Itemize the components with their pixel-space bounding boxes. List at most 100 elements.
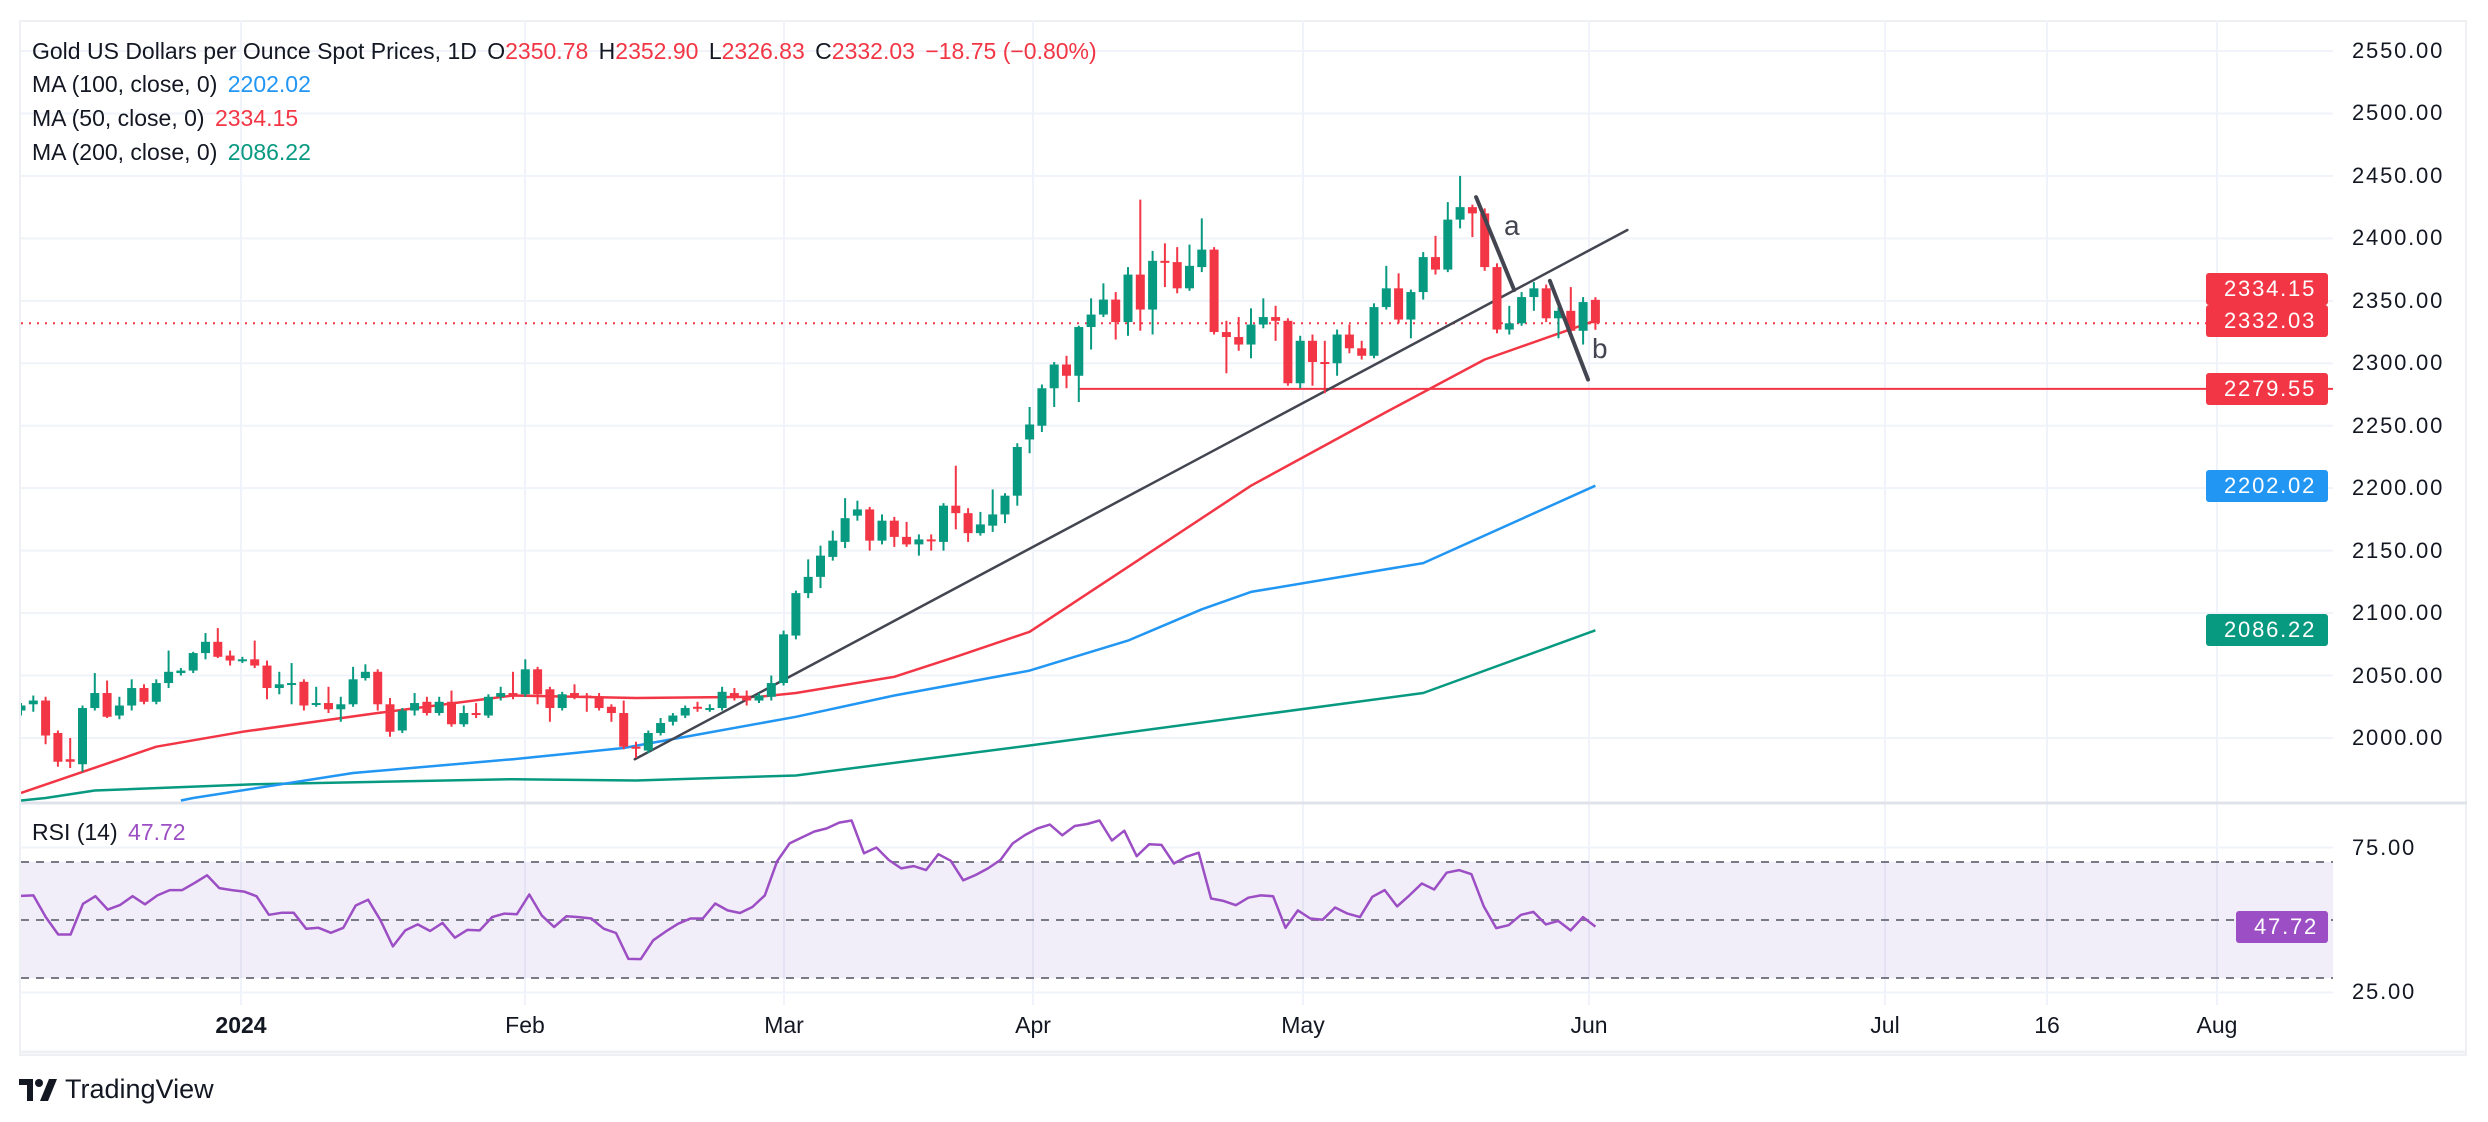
- candle-body: [889, 520, 899, 537]
- candle-body: [1258, 317, 1268, 325]
- candle-body: [114, 705, 124, 716]
- candle-body: [299, 681, 309, 706]
- ma100-legend[interactable]: MA (100, close, 0) 2202.02: [32, 70, 315, 98]
- candle-body: [828, 540, 838, 557]
- candle-body: [1308, 340, 1317, 363]
- candle: [877, 514, 887, 545]
- candle: [360, 664, 370, 681]
- candle: [348, 666, 358, 707]
- candle-body: [225, 655, 235, 661]
- candle-body: [422, 701, 432, 714]
- rsi-legend[interactable]: RSI (14) 47.72: [32, 818, 190, 846]
- candle-body: [570, 693, 579, 696]
- time-axis-label: Aug: [2196, 1012, 2238, 1038]
- candle: [90, 673, 100, 711]
- ma50-legend[interactable]: MA (50, close, 0) 2334.15: [32, 104, 302, 132]
- candle-body: [1431, 257, 1440, 270]
- price-pane: [21, 175, 2333, 802]
- candle: [988, 489, 998, 532]
- candle-body: [705, 708, 715, 711]
- ma200-label: MA (200, close, 0): [32, 139, 218, 165]
- candle: [729, 688, 739, 701]
- candle: [1369, 303, 1379, 359]
- candle: [250, 640, 260, 669]
- ma50-line: [21, 319, 1596, 795]
- candle: [1590, 297, 1600, 330]
- candle-body: [1504, 323, 1514, 330]
- candle: [151, 679, 161, 705]
- open-value: 2350.78: [505, 38, 589, 64]
- close-value: 2332.03: [831, 38, 915, 64]
- candle: [1406, 289, 1416, 339]
- candle: [1308, 334, 1317, 386]
- candle-body: [151, 683, 161, 702]
- candle-body: [754, 695, 764, 701]
- candle: [975, 511, 985, 536]
- candle-body: [1086, 314, 1096, 328]
- ma200-value: 2086.22: [227, 139, 311, 165]
- candle-body: [508, 693, 518, 696]
- candle: [508, 671, 518, 700]
- candle: [311, 686, 321, 707]
- candle-body: [865, 509, 875, 541]
- candle: [1209, 247, 1219, 335]
- rsi-value-badge: 47.72: [2236, 911, 2328, 943]
- candle-body: [459, 713, 469, 725]
- candle-body: [90, 693, 100, 709]
- price-axis-label: 2400.00: [2352, 225, 2445, 251]
- candle-body: [729, 693, 739, 699]
- candle-body: [373, 671, 383, 705]
- candle: [434, 696, 444, 716]
- candle-body: [102, 693, 112, 717]
- candle-body: [447, 701, 456, 725]
- candle: [459, 705, 469, 727]
- candle: [373, 669, 383, 711]
- candle-body: [951, 505, 961, 514]
- candle: [1062, 355, 1071, 389]
- candle-body: [668, 715, 678, 722]
- ma100-value: 2202.02: [227, 71, 311, 97]
- candle-body: [496, 693, 506, 697]
- tradingview-logo[interactable]: TradingView: [19, 1074, 214, 1105]
- candle-body: [1406, 292, 1416, 320]
- candle: [1000, 493, 1010, 524]
- candle-body: [1185, 265, 1194, 289]
- candle: [791, 590, 801, 640]
- candle-body: [606, 706, 616, 714]
- candle: [717, 686, 727, 711]
- candle: [1431, 235, 1440, 275]
- candle-body: [939, 505, 948, 542]
- candle: [680, 705, 690, 719]
- candle-body: [1566, 310, 1576, 331]
- candle-body: [803, 576, 813, 594]
- candle-body: [582, 695, 592, 699]
- candle-body: [1037, 388, 1047, 426]
- candle-body: [1357, 348, 1367, 356]
- candle-body: [336, 704, 346, 710]
- candle-body: [975, 524, 985, 534]
- candle: [693, 701, 702, 712]
- candle-body: [1590, 299, 1600, 324]
- candle-body: [1049, 364, 1059, 389]
- time-axis-label: Mar: [764, 1012, 804, 1038]
- candle: [828, 530, 838, 561]
- candle-body: [360, 671, 370, 679]
- candle: [1529, 282, 1539, 311]
- wave-a-line: [1474, 195, 1517, 293]
- candle-body: [693, 706, 702, 709]
- candle: [201, 633, 210, 660]
- candle-body: [1320, 362, 1330, 365]
- ma200-legend[interactable]: MA (200, close, 0) 2086.22: [32, 138, 315, 166]
- high-value: 2352.90: [615, 38, 699, 64]
- candle: [1467, 204, 1477, 238]
- candle: [483, 694, 493, 719]
- candle-body: [311, 703, 321, 706]
- candle: [102, 680, 112, 719]
- candle: [78, 705, 87, 772]
- symbol-title[interactable]: Gold US Dollars per Ounce Spot Prices, 1…: [32, 38, 477, 64]
- time-axis-label: Jun: [1570, 1012, 1608, 1038]
- candle-body: [1517, 297, 1527, 324]
- candle: [1504, 305, 1514, 335]
- rsi-line: [21, 819, 1597, 961]
